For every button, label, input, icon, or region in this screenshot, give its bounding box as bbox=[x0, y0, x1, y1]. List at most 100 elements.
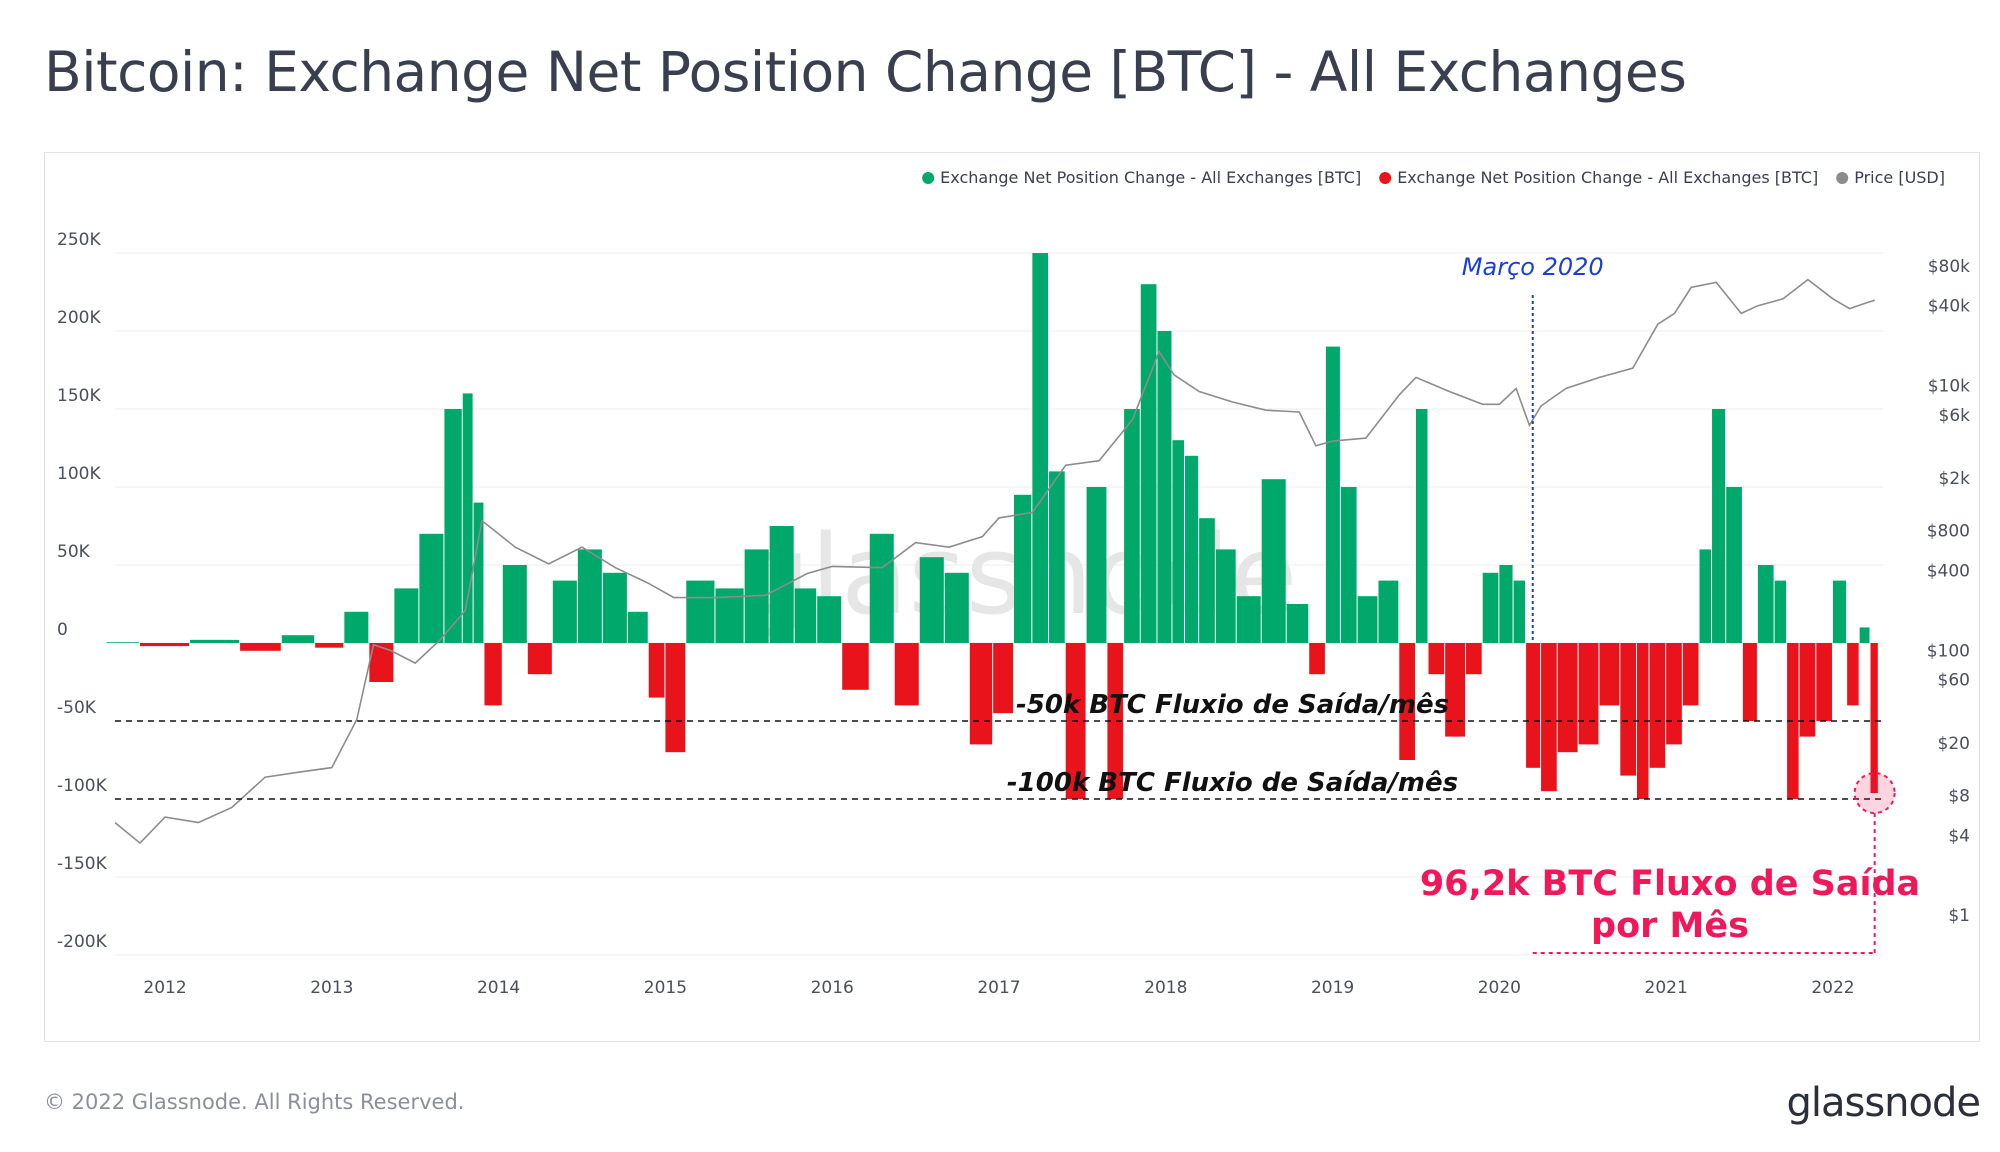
inflow-bar bbox=[552, 580, 577, 643]
legend-label: Exchange Net Position Change - All Excha… bbox=[940, 168, 1361, 187]
x-tick-label: 2016 bbox=[811, 978, 854, 998]
y-tick-label: 100K bbox=[57, 464, 101, 484]
x-tick-label: 2018 bbox=[1144, 978, 1187, 998]
highlight-label: por Mês bbox=[1591, 906, 1749, 946]
inflow-bar bbox=[419, 533, 444, 643]
highlight-circle bbox=[1853, 772, 1896, 815]
x-tick-label: 2020 bbox=[1478, 978, 1521, 998]
outflow-bar bbox=[1666, 643, 1682, 745]
legend-marker bbox=[922, 172, 935, 184]
y2-tick-label: $1 bbox=[1948, 906, 1970, 926]
glassnode-logo: glassnode bbox=[1786, 1080, 1981, 1126]
legend-marker bbox=[1379, 172, 1392, 184]
y2-tick-label: $10k bbox=[1928, 376, 1970, 396]
inflow-bar bbox=[394, 588, 419, 643]
outflow-bar bbox=[648, 643, 665, 698]
price-line bbox=[114, 278, 1875, 845]
inflow-bar bbox=[1124, 409, 1140, 643]
inflow-bar bbox=[1859, 627, 1870, 643]
reference-label: -100k BTC Fluxio de Saída/mês bbox=[1007, 768, 1458, 798]
inflow-bar bbox=[1712, 409, 1726, 643]
outflow-bar bbox=[1428, 643, 1445, 675]
inflow-bar bbox=[1184, 455, 1199, 643]
outflow-bar bbox=[1636, 643, 1649, 799]
x-tick-label: 2013 bbox=[310, 978, 353, 998]
inflow-bar bbox=[627, 611, 648, 643]
inflow-bar bbox=[1340, 487, 1357, 643]
legend-label: Exchange Net Position Change - All Excha… bbox=[1397, 168, 1818, 187]
inflow-bar bbox=[817, 596, 842, 643]
outflow-bar bbox=[1466, 643, 1482, 675]
y-tick-label: -100K bbox=[57, 776, 108, 796]
inflow-bar bbox=[502, 565, 527, 643]
outflow-bar bbox=[1541, 643, 1557, 792]
legend-label: Price [USD] bbox=[1854, 168, 1945, 187]
outflow-bar bbox=[1107, 643, 1124, 799]
y2-tick-label: $4 bbox=[1948, 826, 1970, 846]
outflow-bar bbox=[1578, 643, 1599, 745]
y2-tick-label: $8 bbox=[1948, 787, 1970, 807]
outflow-bar bbox=[1309, 643, 1325, 675]
outflow-bar bbox=[665, 643, 686, 753]
inflow-bar bbox=[602, 572, 627, 643]
inflow-bar bbox=[1378, 580, 1399, 643]
inflow-bar bbox=[1482, 572, 1499, 643]
inflow-bar bbox=[919, 557, 944, 643]
x-tick-label: 2012 bbox=[143, 978, 186, 998]
inflow-bar bbox=[473, 502, 484, 643]
chart-title: Bitcoin: Exchange Net Position Change [B… bbox=[44, 40, 1687, 104]
inflow-bar bbox=[1513, 580, 1526, 643]
y-tick-label: 50K bbox=[57, 542, 91, 562]
y-tick-label: -50K bbox=[57, 698, 97, 718]
inflow-bar bbox=[1086, 487, 1107, 643]
outflow-bar bbox=[1870, 643, 1878, 794]
outflow-bar bbox=[1445, 643, 1466, 737]
x-tick-label: 2021 bbox=[1645, 978, 1688, 998]
inflow-bar bbox=[1215, 549, 1236, 643]
outflow-bar bbox=[1816, 643, 1832, 721]
outflow-bar bbox=[1399, 643, 1415, 760]
y-tick-label: -200K bbox=[57, 932, 108, 952]
copyright-footer: © 2022 Glassnode. All Rights Reserved. bbox=[44, 1090, 465, 1114]
inflow-bar bbox=[794, 588, 817, 643]
outflow-bar bbox=[1599, 643, 1620, 706]
inflow-bar bbox=[1199, 518, 1215, 643]
legend-marker bbox=[1836, 172, 1849, 184]
x-tick-label: 2014 bbox=[477, 978, 520, 998]
outflow-bar bbox=[527, 643, 552, 675]
x-tick-label: 2017 bbox=[977, 978, 1020, 998]
inflow-bar bbox=[769, 526, 794, 643]
inflow-bar bbox=[1774, 580, 1787, 643]
outflow-bar bbox=[1742, 643, 1757, 721]
inflow-bar bbox=[1172, 440, 1184, 643]
inflow-bar bbox=[344, 611, 369, 643]
y2-tick-label: $60 bbox=[1938, 671, 1970, 691]
inflow-bar bbox=[1357, 596, 1378, 643]
y2-tick-label: $80k bbox=[1928, 257, 1970, 277]
y-tick-label: 250K bbox=[57, 230, 101, 250]
y2-tick-label: $800 bbox=[1927, 522, 1970, 542]
inflow-bar bbox=[1157, 331, 1172, 643]
y2-tick-label: $100 bbox=[1927, 641, 1970, 661]
y2-tick-label: $2k bbox=[1939, 469, 1971, 489]
inflow-bar bbox=[1325, 346, 1340, 643]
inflow-bar bbox=[1049, 471, 1065, 643]
inflow-bar bbox=[1140, 284, 1157, 643]
chart-panel: glassnode -50k BTC Fluxio de Saída/mês-1… bbox=[44, 152, 1980, 1042]
inflow-bar bbox=[1032, 253, 1049, 643]
inflow-bar bbox=[686, 580, 715, 643]
outflow-bar bbox=[1847, 643, 1859, 706]
inflow-bar bbox=[1415, 409, 1428, 643]
reference-label: -50k BTC Fluxio de Saída/mês bbox=[1016, 690, 1449, 720]
inflow-bar bbox=[1236, 596, 1261, 643]
outflow-bar bbox=[842, 643, 869, 690]
inflow-bar bbox=[1286, 604, 1309, 643]
outflow-bar bbox=[1526, 643, 1541, 768]
outflow-bar bbox=[1649, 643, 1666, 768]
outflow-bar bbox=[1557, 643, 1578, 753]
y2-tick-label: $40k bbox=[1928, 297, 1970, 317]
inflow-bar bbox=[869, 533, 894, 643]
y2-tick-label: $20 bbox=[1938, 734, 1970, 754]
outflow-bar bbox=[1620, 643, 1636, 776]
x-tick-label: 2022 bbox=[1811, 978, 1854, 998]
